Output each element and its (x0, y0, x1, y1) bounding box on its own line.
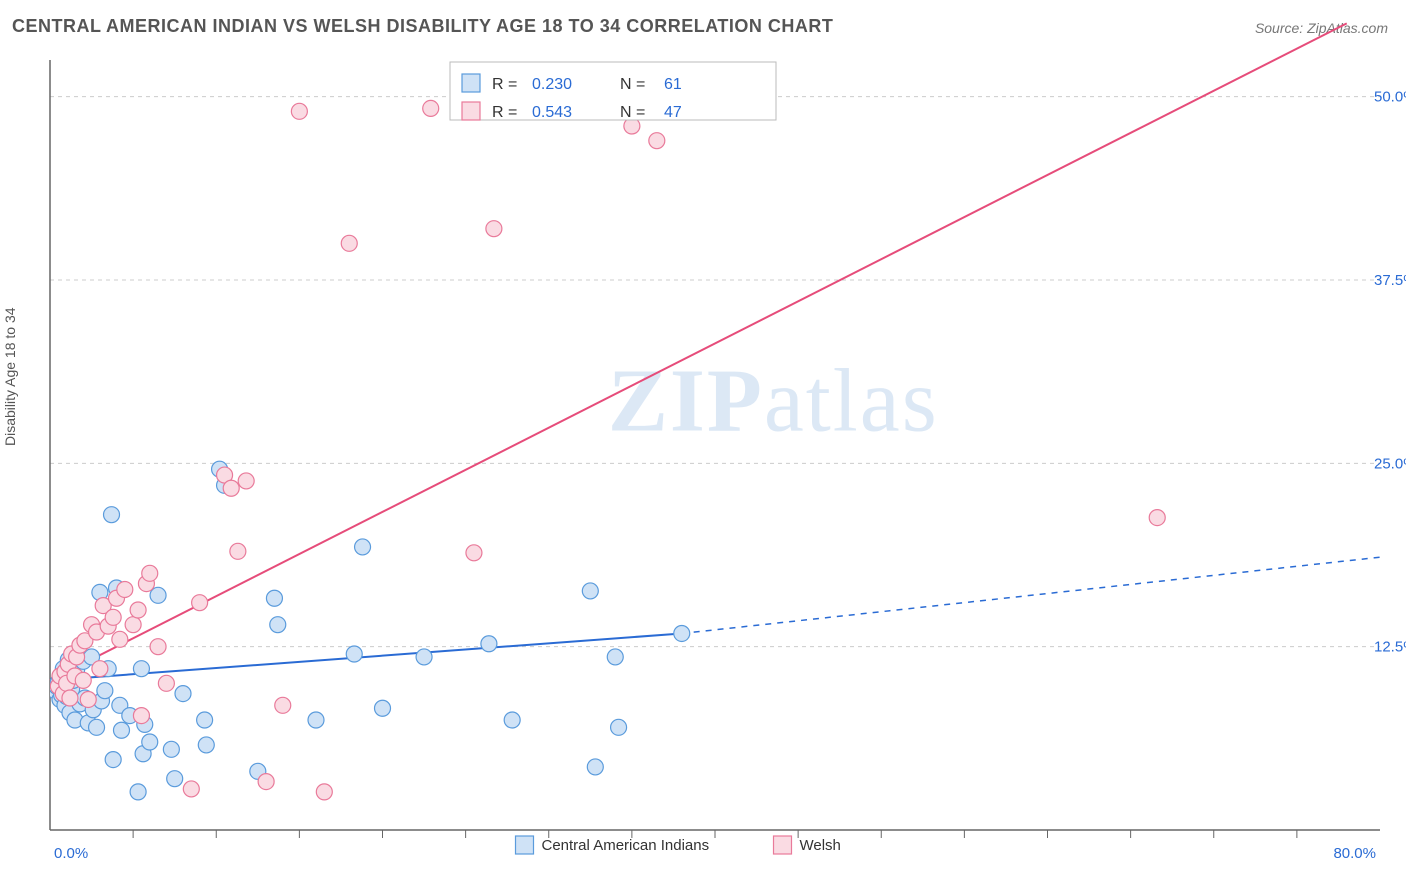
data-point (80, 691, 96, 707)
data-point (175, 686, 191, 702)
data-point (167, 771, 183, 787)
legend-swatch (462, 102, 480, 120)
data-point (112, 631, 128, 647)
data-point (62, 690, 78, 706)
data-point (316, 784, 332, 800)
data-point (105, 752, 121, 768)
data-point (275, 697, 291, 713)
legend-n-label: N = (620, 104, 645, 121)
data-point (130, 784, 146, 800)
y-tick-label: 12.5% (1374, 639, 1406, 656)
legend-n-value: 61 (664, 76, 682, 93)
data-point (258, 774, 274, 790)
data-point (466, 545, 482, 561)
data-point (223, 480, 239, 496)
data-point (163, 741, 179, 757)
data-point (308, 712, 324, 728)
data-point (486, 221, 502, 237)
data-point (158, 675, 174, 691)
data-point (198, 737, 214, 753)
data-point (75, 672, 91, 688)
data-point (150, 587, 166, 603)
data-point (183, 781, 199, 797)
legend-swatch (462, 74, 480, 92)
legend-r-label: R = (492, 104, 517, 121)
x-min-label: 0.0% (54, 845, 88, 862)
chart-area: 12.5% 25.0% 37.5% 50.0% 0.0% 80.0% R = 0.230 N =… (0, 0, 1406, 892)
data-point (582, 583, 598, 599)
legend-r-label: R = (492, 76, 517, 93)
data-point (504, 712, 520, 728)
data-point (105, 609, 121, 625)
data-point (104, 507, 120, 523)
y-tick-label: 37.5% (1374, 272, 1406, 289)
data-point (346, 646, 362, 662)
data-point (238, 473, 254, 489)
data-point (649, 133, 665, 149)
data-point (341, 235, 357, 251)
data-point (142, 565, 158, 581)
legend-n-label: N = (620, 76, 645, 93)
y-tick-label: 50.0% (1374, 89, 1406, 106)
data-point (1149, 510, 1165, 526)
data-point (89, 719, 105, 735)
data-point (97, 683, 113, 699)
bottom-legend-label: Welsh (800, 837, 841, 854)
data-point (133, 708, 149, 724)
legend-r-value: 0.543 (532, 104, 572, 121)
data-point (355, 539, 371, 555)
data-point (192, 595, 208, 611)
data-point (607, 649, 623, 665)
data-point (113, 722, 129, 738)
data-point (150, 639, 166, 655)
legend-r-value: 0.230 (532, 76, 572, 93)
data-point (291, 103, 307, 119)
data-point (117, 581, 133, 597)
y-tick-label: 25.0% (1374, 455, 1406, 472)
data-point (92, 661, 108, 677)
x-max-label: 80.0% (1333, 845, 1376, 862)
data-point (674, 625, 690, 641)
legend-n-value: 47 (664, 104, 682, 121)
data-point (423, 100, 439, 116)
trend-line-extrapolated (682, 557, 1380, 633)
data-point (197, 712, 213, 728)
data-point (130, 602, 146, 618)
data-point (125, 617, 141, 633)
bottom-legend-swatch (516, 836, 534, 854)
data-point (142, 734, 158, 750)
scatter-chart-svg: 12.5% 25.0% 37.5% 50.0% 0.0% 80.0% R = 0.230 N =… (0, 0, 1406, 892)
data-point (266, 590, 282, 606)
bottom-legend-swatch (774, 836, 792, 854)
data-point (611, 719, 627, 735)
data-point (230, 543, 246, 559)
data-point (375, 700, 391, 716)
bottom-legend-label: Central American Indians (542, 837, 710, 854)
data-point (133, 661, 149, 677)
data-point (270, 617, 286, 633)
data-point (481, 636, 497, 652)
data-point (416, 649, 432, 665)
data-point (587, 759, 603, 775)
